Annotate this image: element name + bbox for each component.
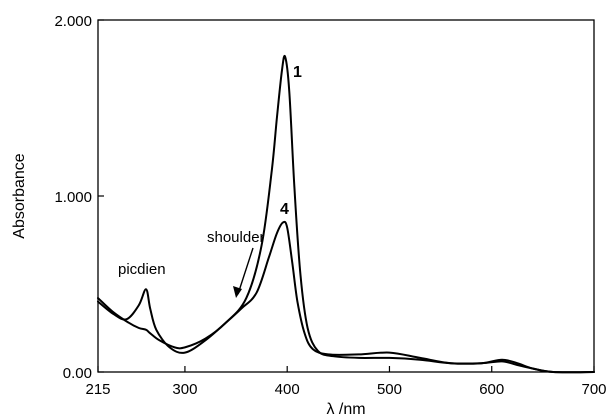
shoulder-arrow-line (237, 247, 254, 295)
x-tick-label: 400 (275, 381, 300, 398)
x-axis-title: λ /nm (326, 401, 365, 418)
series-1-label: 1 (293, 64, 302, 81)
y-axis-title: Absorbance (11, 153, 28, 238)
shoulder-annotation: shoulder (207, 229, 265, 246)
x-tick-label: 500 (377, 381, 402, 398)
series-line-4 (97, 220, 595, 374)
y-axis-ticks: 0.00 1.000 2.000 (54, 13, 104, 382)
x-tick-label: 700 (581, 381, 606, 398)
series-layer (97, 54, 595, 374)
x-axis-ticks: 215 300 400 500 600 700 (85, 366, 607, 398)
y-tick-label: 2.000 (54, 13, 92, 30)
series-line-1 (97, 54, 595, 374)
x-tick-label: 300 (172, 381, 197, 398)
shoulder-arrow-head (233, 286, 242, 298)
picdien-annotation: picdien (118, 261, 166, 278)
y-tick-label: 1.000 (54, 189, 92, 206)
x-tick-label: 215 (85, 381, 110, 398)
series-4-label: 4 (280, 201, 289, 218)
plot-frame (97, 19, 595, 373)
y-tick-label: 0.00 (63, 365, 92, 382)
x-tick-label: 600 (479, 381, 504, 398)
